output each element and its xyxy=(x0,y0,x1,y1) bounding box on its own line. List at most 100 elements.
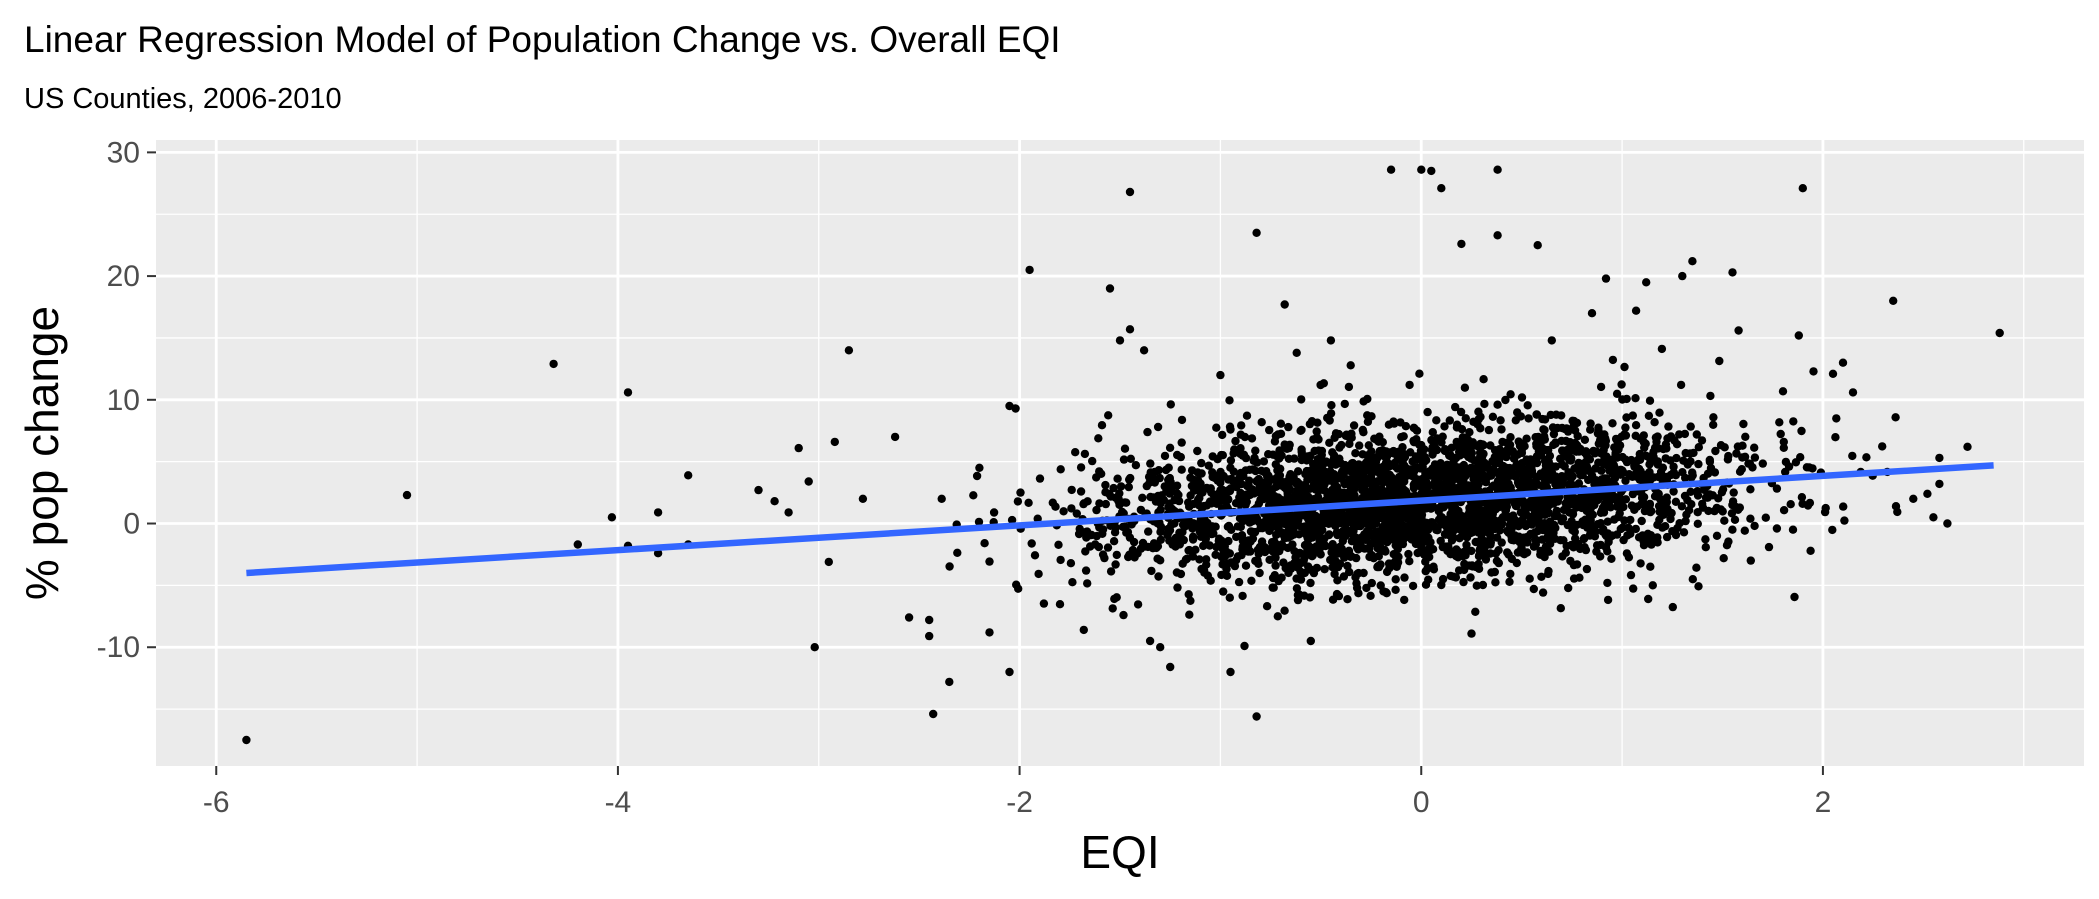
data-point xyxy=(1686,457,1695,466)
data-point xyxy=(1466,507,1476,517)
data-point xyxy=(1469,474,1478,484)
data-point xyxy=(1661,454,1670,463)
data-point xyxy=(810,643,819,652)
regression-line-group xyxy=(246,462,1994,577)
data-point xyxy=(1373,477,1383,486)
data-point xyxy=(1308,551,1318,560)
data-point xyxy=(1522,548,1532,557)
data-point xyxy=(1410,516,1419,525)
data-point xyxy=(1694,443,1704,452)
data-point xyxy=(1645,476,1655,485)
data-point xyxy=(1184,498,1193,507)
data-point xyxy=(1498,437,1507,447)
data-point xyxy=(1374,552,1384,561)
data-point xyxy=(1237,531,1246,541)
data-point xyxy=(1007,515,1017,525)
data-point xyxy=(1598,527,1607,536)
data-point xyxy=(1404,549,1413,559)
data-point xyxy=(1241,561,1251,570)
data-point xyxy=(1222,571,1232,580)
data-point xyxy=(1549,440,1558,450)
data-point xyxy=(1475,448,1485,457)
data-point xyxy=(1445,416,1455,425)
data-point xyxy=(1420,489,1429,498)
data-point xyxy=(1889,296,1898,305)
data-point xyxy=(1616,498,1626,507)
data-point xyxy=(1337,440,1346,450)
data-point xyxy=(1302,456,1311,465)
data-point xyxy=(1255,542,1265,552)
data-point xyxy=(1208,468,1217,477)
data-point xyxy=(1222,502,1231,511)
data-point xyxy=(1671,530,1681,540)
data-point xyxy=(1210,492,1220,501)
data-point xyxy=(1324,530,1334,540)
data-point xyxy=(1144,527,1153,536)
data-point xyxy=(1360,544,1369,553)
data-point xyxy=(653,508,663,517)
data-point xyxy=(1559,505,1569,515)
data-point xyxy=(1828,525,1837,535)
data-point xyxy=(1612,453,1622,462)
data-point xyxy=(1056,465,1065,474)
data-point xyxy=(985,628,994,637)
data-point xyxy=(1155,518,1164,528)
data-point xyxy=(1467,561,1477,570)
data-point xyxy=(1391,585,1400,594)
data-point xyxy=(1234,577,1244,587)
data-point xyxy=(1480,399,1489,409)
data-point xyxy=(1436,459,1445,468)
data-points xyxy=(242,165,2004,745)
data-point xyxy=(1106,521,1115,530)
data-point xyxy=(1173,450,1182,460)
data-point xyxy=(1344,493,1354,502)
data-point xyxy=(1400,477,1409,486)
data-point xyxy=(1321,457,1331,466)
data-point xyxy=(1366,540,1375,549)
data-point xyxy=(1196,479,1205,488)
data-point xyxy=(1415,509,1424,518)
data-point xyxy=(1424,546,1434,555)
data-point xyxy=(1303,475,1312,485)
data-point xyxy=(1666,470,1676,480)
data-point xyxy=(1389,417,1398,426)
data-point xyxy=(1728,268,1737,277)
data-point xyxy=(1682,510,1691,519)
data-point xyxy=(1219,587,1228,596)
data-point xyxy=(1297,395,1306,404)
data-point xyxy=(1067,485,1076,495)
data-point xyxy=(1072,509,1082,518)
data-point xyxy=(1226,463,1235,472)
data-point xyxy=(1486,531,1495,541)
data-point xyxy=(1366,591,1375,600)
data-point xyxy=(1455,534,1464,543)
data-point xyxy=(1185,610,1194,619)
data-point xyxy=(1406,465,1415,474)
data-point xyxy=(1396,512,1405,521)
data-point xyxy=(925,631,934,641)
data-point xyxy=(1367,447,1376,456)
data-point xyxy=(1267,538,1277,547)
data-point xyxy=(1472,481,1481,491)
data-point xyxy=(1935,453,1944,463)
data-point xyxy=(1848,388,1858,397)
data-point xyxy=(1729,488,1738,497)
data-point xyxy=(1493,400,1502,409)
data-point xyxy=(1417,440,1426,450)
data-point xyxy=(972,471,982,481)
data-point xyxy=(1309,480,1319,489)
y-tick-label: 30 xyxy=(107,136,140,169)
data-point xyxy=(1302,466,1312,476)
data-point xyxy=(1330,569,1339,579)
data-point xyxy=(1538,588,1548,597)
data-point xyxy=(1344,382,1354,392)
data-point xyxy=(1683,495,1692,505)
data-point xyxy=(1791,458,1801,467)
data-point xyxy=(1693,519,1703,528)
data-point xyxy=(1466,514,1476,524)
data-point xyxy=(1309,543,1319,553)
data-point xyxy=(1468,454,1477,463)
data-point xyxy=(1371,528,1380,537)
data-point xyxy=(1194,486,1203,495)
y-tick-label: 0 xyxy=(123,508,140,541)
